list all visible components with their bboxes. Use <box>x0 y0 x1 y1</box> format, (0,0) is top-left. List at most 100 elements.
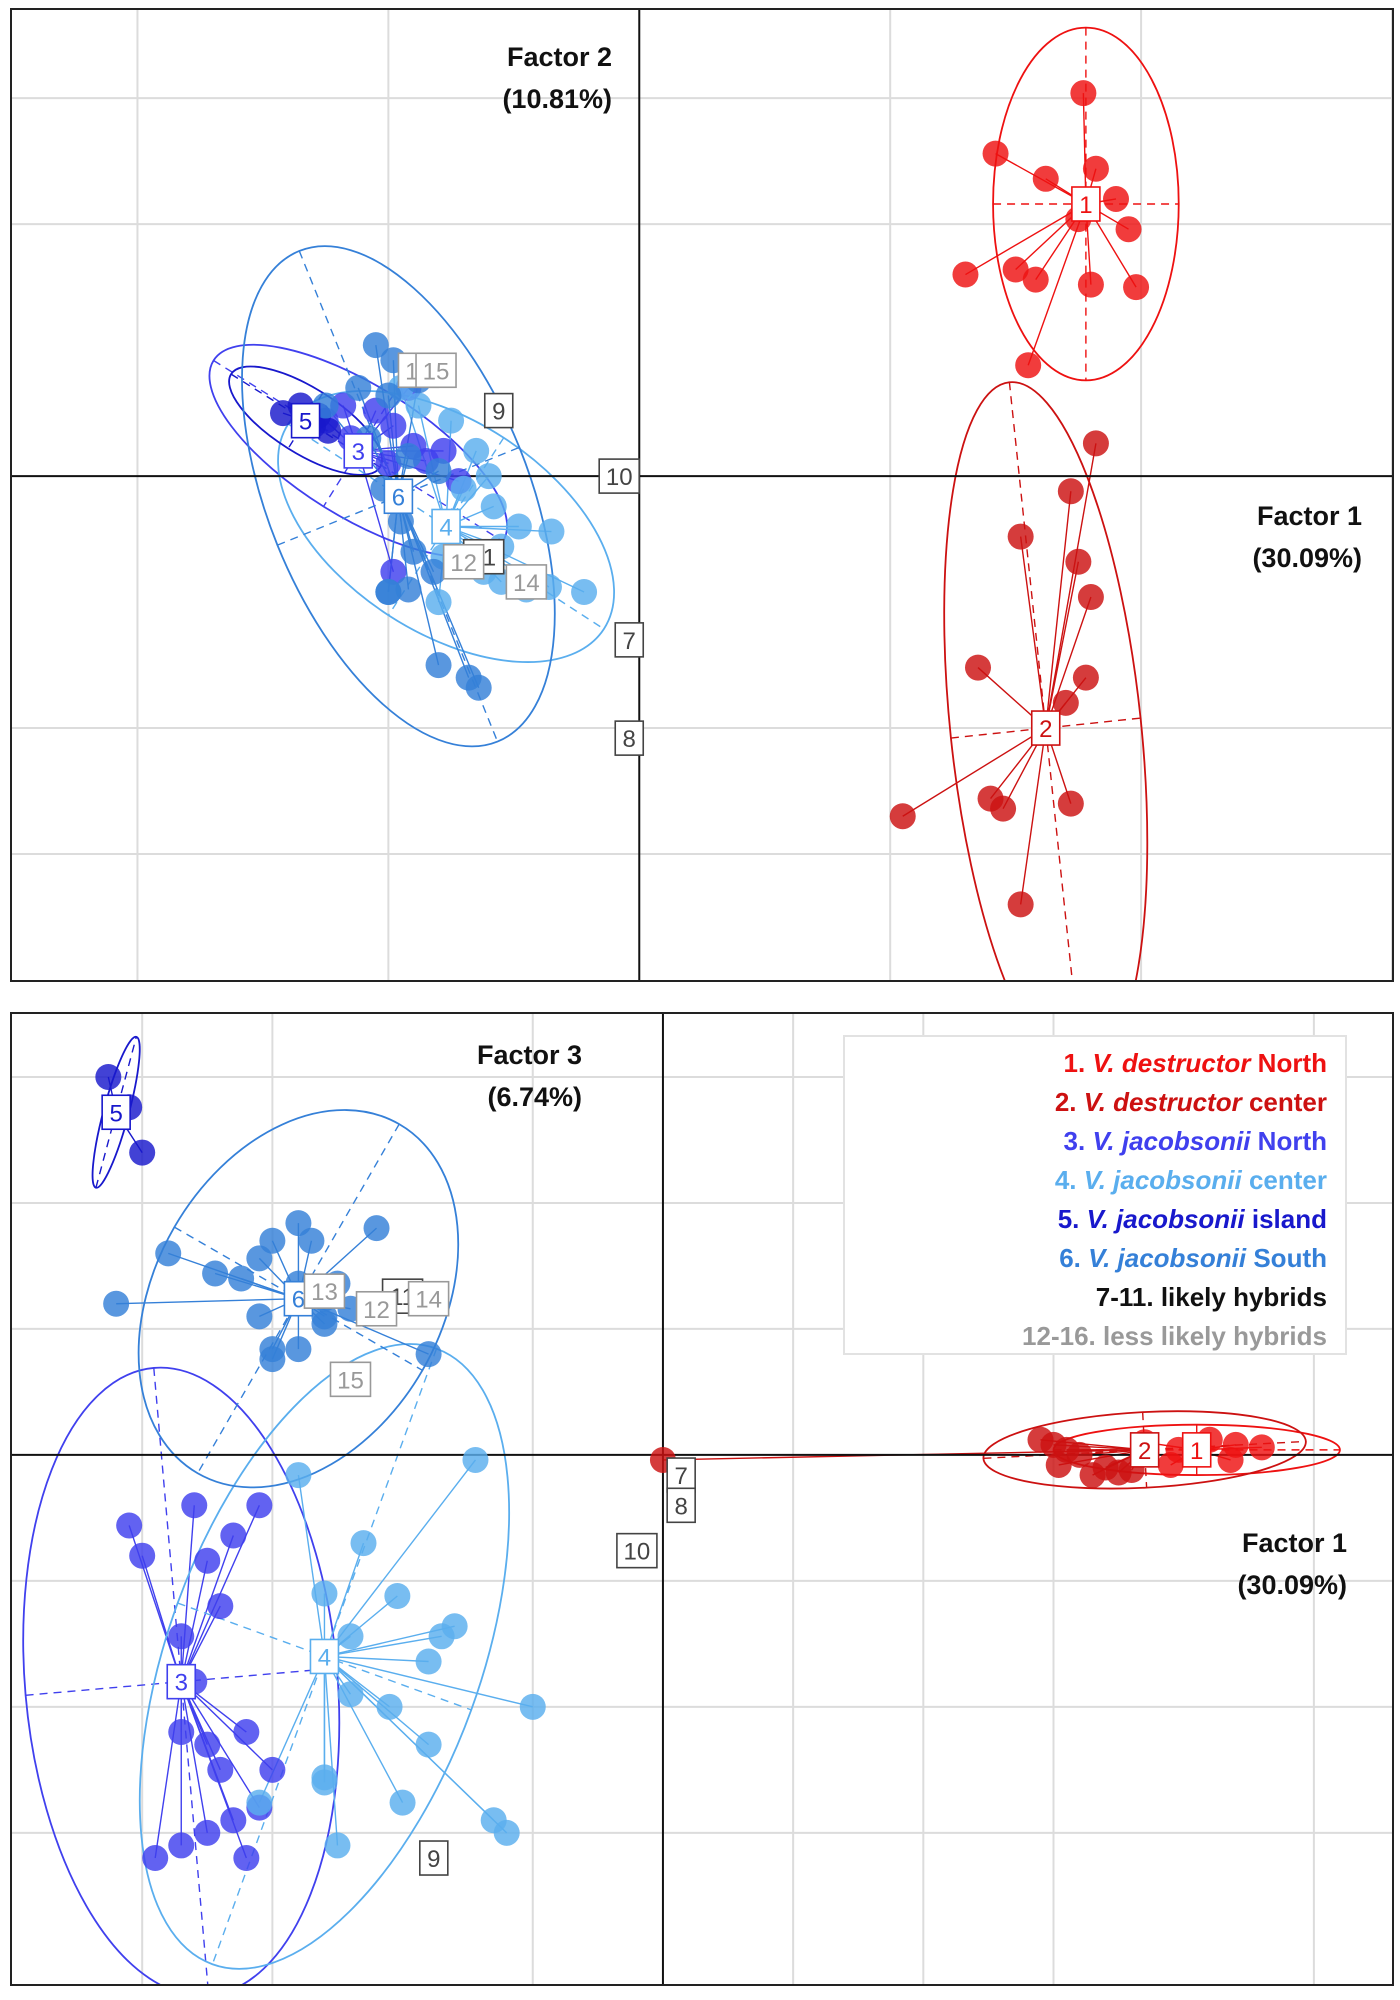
group-centroid-label-text: 3 <box>175 1670 188 1697</box>
data-point-group-6 <box>395 442 422 469</box>
legend-entry: 5. V. jacobsonii island <box>1058 1204 1327 1234</box>
data-point-group-4 <box>463 437 490 464</box>
individual-label-text: 15 <box>423 358 450 385</box>
data-point-group-4 <box>415 1648 442 1675</box>
individual-label: 12 <box>442 543 485 580</box>
group-centroid-label-box <box>101 1094 131 1131</box>
centroid-spoke-4 <box>297 1474 326 1657</box>
individual-label: 14 <box>505 564 548 600</box>
data-point-group-2 <box>965 654 991 681</box>
data-point-group-4 <box>311 1769 338 1796</box>
centroid-spoke-4 <box>446 525 552 533</box>
group-centroid-label-text: 1 <box>1079 192 1092 219</box>
data-point-group-2 <box>1052 689 1079 716</box>
legend-entry: 4. V. jacobsonii center <box>1055 1165 1327 1195</box>
group-centroid-label: 1 <box>1071 186 1101 222</box>
y-axis-label: Factor 2 <box>507 42 612 72</box>
data-point-group-3 <box>233 1719 260 1746</box>
individual-label-text: 13 <box>311 1279 338 1306</box>
data-point-group-4 <box>337 1623 364 1650</box>
data-point-group-2 <box>1007 891 1034 918</box>
data-point-group-4 <box>519 1693 546 1720</box>
group-centroid-label: 2 <box>1129 1432 1160 1468</box>
centroid-spoke-2 <box>1019 536 1047 729</box>
data-point-group-3 <box>380 412 407 439</box>
data-point-group-1 <box>1032 165 1059 192</box>
individual-label-text: 8 <box>674 1493 687 1520</box>
individual-label: 13 <box>303 1273 346 1309</box>
group-centroid-label-text: 4 <box>439 514 452 541</box>
data-point-group-4 <box>389 1789 416 1816</box>
individual-label-box <box>666 1487 696 1524</box>
legend-entry: 12-16. less likely hybrids <box>1022 1321 1327 1351</box>
centroid-spoke-3 <box>180 1560 208 1682</box>
individual-label-text: 7 <box>674 1463 687 1490</box>
data-point-group-2 <box>1007 523 1034 550</box>
legend-entry: 3. V. jacobsonii North <box>1064 1126 1327 1156</box>
data-point-group-3 <box>207 1593 234 1620</box>
data-point-group-1 <box>1002 256 1029 283</box>
legend-entry: 6. V. jacobsonii South <box>1059 1243 1327 1273</box>
data-point-group-3 <box>220 1522 247 1549</box>
legend-box <box>843 1035 1347 1355</box>
individual-label: 7 <box>614 622 645 658</box>
data-point-group-3 <box>246 1492 273 1519</box>
data-point-group-2 <box>1072 664 1099 691</box>
centroid-spoke-2 <box>1045 491 1072 729</box>
data-point-group-4 <box>505 513 532 540</box>
data-point-group-3 <box>116 1512 143 1539</box>
group-centroid-label-text: 3 <box>352 439 365 466</box>
individual-label-text: 12 <box>450 550 477 577</box>
group-centroid-label-box <box>1129 1432 1160 1468</box>
data-point-group-2 <box>1040 1431 1067 1458</box>
group-centroid-label-box <box>1030 710 1061 746</box>
data-point-group-6 <box>345 374 372 401</box>
group-centroid-label-text: 1 <box>1190 1438 1203 1465</box>
individual-label-text: 10 <box>624 1539 651 1566</box>
centroid-spoke-3 <box>180 1505 195 1682</box>
data-point-group-6 <box>259 1336 286 1363</box>
data-point-group-4 <box>246 1789 273 1816</box>
data-point-group-6 <box>298 1227 325 1254</box>
data-point-group-2 <box>1065 548 1092 575</box>
data-point-group-1 <box>1070 80 1097 107</box>
group-centroid-label-box <box>383 478 414 515</box>
data-point-group-4 <box>450 475 477 502</box>
centroid-spoke-4 <box>324 1655 430 1746</box>
data-point-group-3 <box>129 1542 156 1569</box>
centroid-spoke-4 <box>323 1542 365 1657</box>
legend-entry: 1. V. destructor North <box>1064 1048 1327 1078</box>
data-point-group-6 <box>425 652 452 679</box>
centroid-spoke-3 <box>141 1555 182 1682</box>
group-centroid-label: 5 <box>101 1094 131 1131</box>
centroid-spoke-4 <box>324 1655 429 1663</box>
individual-label-text: 7 <box>623 628 636 655</box>
data-point-group-4 <box>350 1530 377 1557</box>
individual-label: 8 <box>614 720 645 756</box>
group-centroid-label-text: 2 <box>1138 1438 1151 1465</box>
x-axis-percent: (30.09%) <box>1237 1570 1347 1600</box>
data-point-group-6 <box>246 1245 273 1272</box>
data-point-group-4 <box>384 1583 411 1609</box>
data-point-group-1 <box>982 140 1009 167</box>
ellipse-axis <box>950 717 1141 739</box>
individual-label: 10 <box>598 458 641 494</box>
data-point-group-2 <box>1079 1462 1106 1489</box>
group-centroid-label-text: 5 <box>109 1100 122 1127</box>
data-point-group-2 <box>1082 430 1109 457</box>
group-centroid-label-box <box>1071 186 1101 222</box>
data-point-group-6 <box>363 1215 390 1242</box>
individual-label-box <box>355 1290 398 1327</box>
data-point-group-4 <box>337 1681 364 1708</box>
data-point-group-1 <box>1077 271 1104 298</box>
group-centroid-label-text: 6 <box>292 1287 305 1314</box>
data-point-group-6 <box>202 1260 229 1287</box>
centroid-spoke-3 <box>180 1681 208 1833</box>
group-centroid-label: 1 <box>1181 1432 1212 1468</box>
data-point-group-1 <box>1015 352 1042 379</box>
data-point-group-2 <box>1057 790 1084 817</box>
data-point-group-4 <box>376 1693 403 1720</box>
data-point-group-3 <box>168 1832 195 1859</box>
